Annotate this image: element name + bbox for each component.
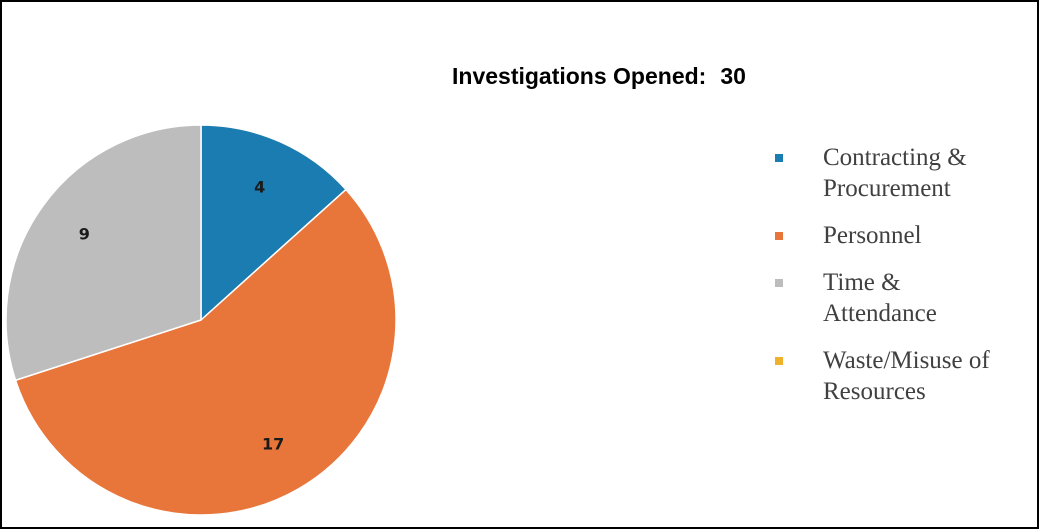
title-value: 30 — [720, 63, 746, 89]
pie-slice — [14, 188, 397, 516]
pie-labels: 4 17 9 — [79, 178, 285, 454]
pie-slices — [5, 124, 397, 516]
legend-label: Time & Attendance — [823, 269, 937, 327]
legend-label: Contracting & Procurement — [823, 144, 967, 202]
legend-item: Time & Attendance — [775, 267, 1030, 329]
legend-item: Personnel — [775, 220, 1030, 251]
legend-label: Waste/Misuse of Resources — [823, 347, 990, 405]
legend-swatch — [775, 154, 783, 162]
slice-data-label: 4 — [254, 178, 265, 197]
legend-swatch — [775, 357, 783, 365]
title-label: Investigations Opened: — [452, 63, 707, 89]
legend: Contracting & Procurement Personnel Time… — [775, 142, 1030, 423]
chart-title: Investigations Opened: 30 — [452, 63, 746, 90]
legend-item: Waste/Misuse of Resources — [775, 345, 1030, 407]
slice-data-label: 9 — [79, 225, 90, 244]
pie-slice — [200, 124, 347, 322]
legend-swatch — [775, 232, 783, 240]
legend-swatch — [775, 279, 783, 287]
legend-label: Personnel — [823, 222, 922, 249]
pie-slice — [5, 124, 202, 382]
legend-item: Contracting & Procurement — [775, 142, 1030, 204]
slice-data-label: 17 — [262, 434, 284, 453]
